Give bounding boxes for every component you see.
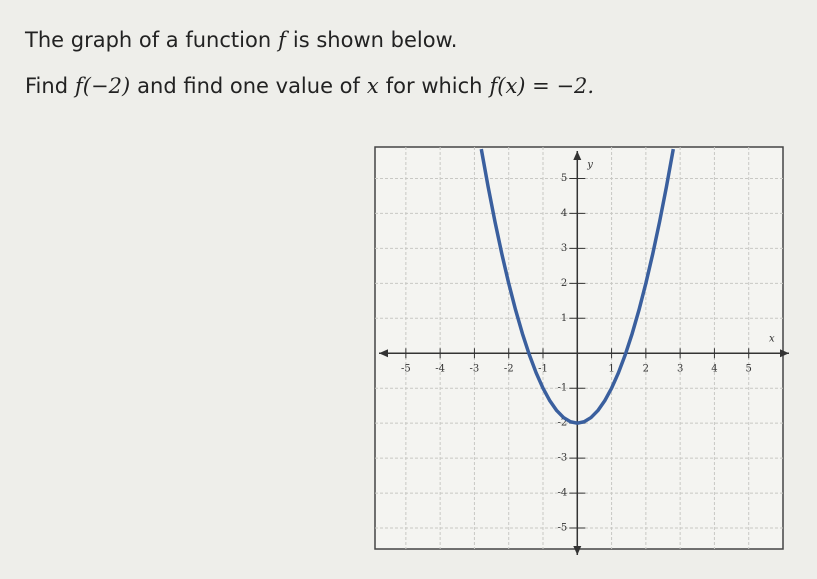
graph-frame: [374, 146, 784, 550]
y-tick-label: 1: [561, 313, 567, 324]
y-axis-label: y: [586, 160, 593, 171]
question-line: The graph of a function f is shown below.: [25, 28, 464, 52]
text: is shown below.: [292, 28, 458, 52]
math: f(x) = −2.: [489, 74, 595, 98]
math: f(−2): [75, 74, 131, 98]
x-tick-label: -3: [470, 364, 480, 375]
x-axis-label: x: [769, 334, 775, 345]
y-tick-label: -3: [558, 453, 568, 464]
y-tick-label: 3: [561, 243, 567, 254]
question-line: Find f(−2) and find one value of x for which…: [25, 74, 601, 98]
text: Find: [25, 74, 69, 98]
x-tick-label: -4: [435, 364, 445, 375]
y-tick-label: 4: [561, 208, 567, 219]
x-tick-label: 3: [677, 364, 683, 375]
y-tick-label: -5: [558, 523, 568, 534]
x-tick-label: 1: [608, 364, 614, 375]
y-tick-label: 2: [561, 278, 567, 289]
x-tick-label: -2: [504, 364, 514, 375]
y-tick-label: -2: [558, 418, 568, 429]
y-tick-label: 5: [561, 173, 567, 184]
math: x: [366, 74, 379, 98]
text: and find one value of: [137, 74, 360, 98]
y-tick-label: -1: [558, 383, 568, 394]
curve: [479, 148, 676, 425]
x-tick-label: -5: [401, 364, 411, 375]
x-tick-label: 2: [643, 364, 649, 375]
text: for which: [385, 74, 483, 98]
x-tick-label: 4: [711, 364, 717, 375]
math: f: [278, 28, 286, 52]
x-tick-label: 5: [746, 364, 752, 375]
y-tick-label: -4: [558, 488, 568, 499]
x-tick-label: -1: [538, 364, 548, 375]
text: The graph of a function: [25, 28, 272, 52]
